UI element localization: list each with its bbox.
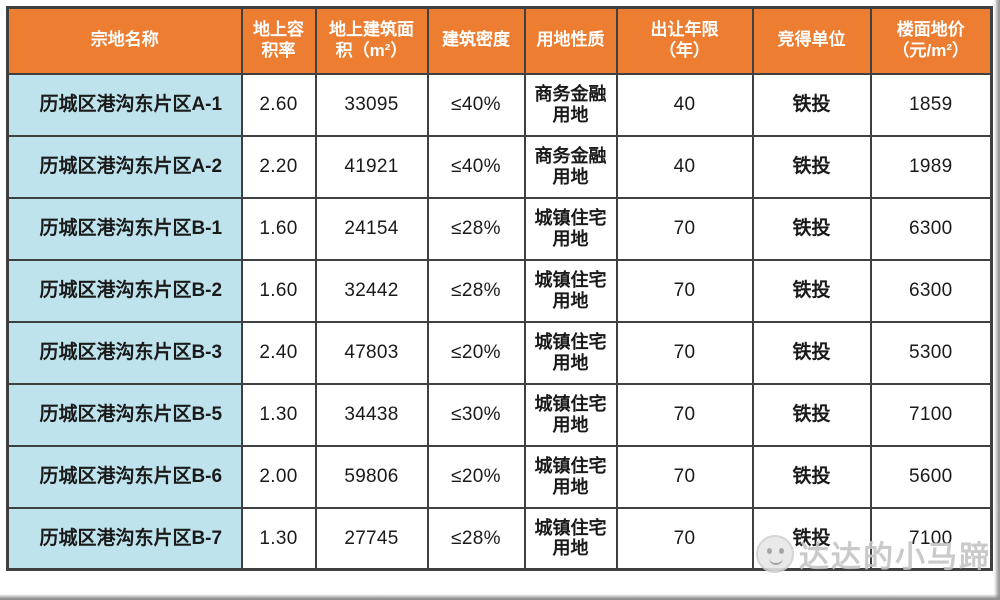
building-area-cell: 33095 [314, 72, 429, 137]
land-use-cell: 城镇住宅 用地 [523, 506, 618, 571]
column-header: 建筑密度 [426, 6, 526, 75]
building-area-cell: 34438 [314, 382, 429, 447]
plot-ratio-cell: 1.30 [240, 506, 317, 571]
density-cell: ≤40% [426, 134, 526, 199]
term-cell: 70 [615, 320, 754, 385]
building-area-cell: 32442 [314, 258, 429, 323]
plot-ratio-cell: 2.40 [240, 320, 317, 385]
winner-cell: 铁投 [751, 196, 872, 261]
column-header: 地上建筑面 积（m²） [314, 6, 429, 75]
table-row: 历城区港沟东片区B-3 2.40 47803 ≤20% 城镇住宅 用地 70 铁… [6, 320, 993, 385]
density-cell: ≤20% [426, 444, 526, 509]
table-row: 历城区港沟东片区B-2 1.60 32442 ≤28% 城镇住宅 用地 70 铁… [6, 258, 993, 323]
parcel-name-cell: 历城区港沟东片区B-1 [6, 196, 243, 261]
column-header: 地上容 积率 [240, 6, 317, 75]
density-cell: ≤28% [426, 196, 526, 261]
density-cell: ≤40% [426, 72, 526, 137]
winner-cell: 铁投 [751, 320, 872, 385]
term-cell: 70 [615, 196, 754, 261]
density-cell: ≤20% [426, 320, 526, 385]
term-cell: 70 [615, 258, 754, 323]
parcel-name-cell: 历城区港沟东片区B-6 [6, 444, 243, 509]
column-header: 楼面地价 （元/m²） [869, 6, 993, 75]
winner-cell: 铁投 [751, 134, 872, 199]
table-row: 历城区港沟东片区A-2 2.20 41921 ≤40% 商务金融 用地 40 铁… [6, 134, 993, 199]
term-cell: 70 [615, 382, 754, 447]
plot-ratio-cell: 2.20 [240, 134, 317, 199]
floor-price-cell: 5300 [869, 320, 993, 385]
photo-edge-shadow-bottom [0, 594, 1000, 600]
parcel-name-cell: 历城区港沟东片区B-3 [6, 320, 243, 385]
column-header: 用地性质 [523, 6, 618, 75]
table-row: 历城区港沟东片区B-7 1.30 27745 ≤28% 城镇住宅 用地 70 铁… [6, 506, 993, 571]
building-area-cell: 41921 [314, 134, 429, 199]
table-row: 历城区港沟东片区B-6 2.00 59806 ≤20% 城镇住宅 用地 70 铁… [6, 444, 993, 509]
table-body: 历城区港沟东片区A-1 2.60 33095 ≤40% 商务金融 用地 40 铁… [6, 72, 993, 571]
plot-ratio-cell: 1.60 [240, 258, 317, 323]
plot-ratio-cell: 2.60 [240, 72, 317, 137]
parcel-name-cell: 历城区港沟东片区A-1 [6, 72, 243, 137]
parcel-name-cell: 历城区港沟东片区B-5 [6, 382, 243, 447]
land-use-cell: 城镇住宅 用地 [523, 196, 618, 261]
building-area-cell: 24154 [314, 196, 429, 261]
plot-ratio-cell: 1.60 [240, 196, 317, 261]
floor-price-cell: 6300 [869, 258, 993, 323]
building-area-cell: 59806 [314, 444, 429, 509]
winner-cell: 铁投 [751, 506, 872, 571]
header-row: 宗地名称 地上容 积率 地上建筑面 积（m²） 建筑密度 用地性质 出让年限 （年） 竞得单… [6, 6, 993, 75]
floor-price-cell: 6300 [869, 196, 993, 261]
column-header: 宗地名称 [6, 6, 243, 75]
floor-price-cell: 5600 [869, 444, 993, 509]
floor-price-cell: 7100 [869, 506, 993, 571]
plot-ratio-cell: 2.00 [240, 444, 317, 509]
building-area-cell: 27745 [314, 506, 429, 571]
density-cell: ≤28% [426, 506, 526, 571]
parcel-name-cell: 历城区港沟东片区B-7 [6, 506, 243, 571]
building-area-cell: 47803 [314, 320, 429, 385]
land-use-cell: 城镇住宅 用地 [523, 258, 618, 323]
winner-cell: 铁投 [751, 258, 872, 323]
term-cell: 40 [615, 134, 754, 199]
density-cell: ≤28% [426, 258, 526, 323]
land-use-cell: 城镇住宅 用地 [523, 444, 618, 509]
floor-price-cell: 7100 [869, 382, 993, 447]
winner-cell: 铁投 [751, 382, 872, 447]
land-parcel-table: 宗地名称 地上容 积率 地上建筑面 积（m²） 建筑密度 用地性质 出让年限 （年） 竞得单… [6, 6, 993, 571]
land-use-cell: 商务金融 用地 [523, 134, 618, 199]
table-row: 历城区港沟东片区A-1 2.60 33095 ≤40% 商务金融 用地 40 铁… [6, 72, 993, 137]
term-cell: 70 [615, 444, 754, 509]
photo-edge-shadow-right [994, 0, 1000, 600]
density-cell: ≤30% [426, 382, 526, 447]
floor-price-cell: 1989 [869, 134, 993, 199]
land-use-cell: 城镇住宅 用地 [523, 320, 618, 385]
term-cell: 40 [615, 72, 754, 137]
winner-cell: 铁投 [751, 72, 872, 137]
column-header: 出让年限 （年） [615, 6, 754, 75]
table-row: 历城区港沟东片区B-1 1.60 24154 ≤28% 城镇住宅 用地 70 铁… [6, 196, 993, 261]
land-use-cell: 城镇住宅 用地 [523, 382, 618, 447]
plot-ratio-cell: 1.30 [240, 382, 317, 447]
column-header: 竞得单位 [751, 6, 872, 75]
land-use-cell: 商务金融 用地 [523, 72, 618, 137]
floor-price-cell: 1859 [869, 72, 993, 137]
table-row: 历城区港沟东片区B-5 1.30 34438 ≤30% 城镇住宅 用地 70 铁… [6, 382, 993, 447]
parcel-name-cell: 历城区港沟东片区B-2 [6, 258, 243, 323]
winner-cell: 铁投 [751, 444, 872, 509]
term-cell: 70 [615, 506, 754, 571]
parcel-name-cell: 历城区港沟东片区A-2 [6, 134, 243, 199]
